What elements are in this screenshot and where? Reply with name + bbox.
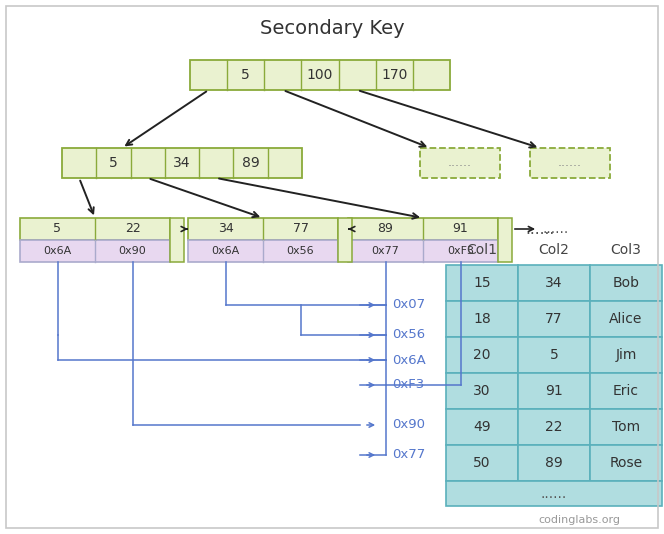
FancyBboxPatch shape [530, 148, 610, 178]
Text: 5: 5 [54, 223, 62, 235]
Text: 18: 18 [473, 312, 491, 326]
Text: Col3: Col3 [611, 243, 641, 257]
Text: 34: 34 [545, 276, 563, 290]
Text: 50: 50 [473, 456, 491, 470]
FancyBboxPatch shape [518, 337, 590, 373]
FancyBboxPatch shape [590, 445, 662, 481]
FancyBboxPatch shape [590, 337, 662, 373]
Text: 89: 89 [378, 223, 394, 235]
Text: 0xF3: 0xF3 [392, 379, 424, 391]
FancyBboxPatch shape [518, 445, 590, 481]
FancyBboxPatch shape [518, 301, 590, 337]
Text: Secondary Key: Secondary Key [260, 19, 404, 37]
FancyBboxPatch shape [338, 218, 352, 262]
Text: 0x56: 0x56 [392, 328, 425, 342]
Text: 91: 91 [545, 384, 563, 398]
FancyBboxPatch shape [446, 373, 518, 409]
FancyBboxPatch shape [62, 148, 302, 178]
FancyBboxPatch shape [446, 265, 518, 301]
Text: ......: ...... [448, 156, 472, 169]
Text: 0x77: 0x77 [372, 246, 400, 256]
Text: 0x6A: 0x6A [392, 354, 426, 366]
FancyBboxPatch shape [446, 409, 518, 445]
Text: Bob: Bob [612, 276, 639, 290]
FancyBboxPatch shape [170, 218, 184, 262]
Text: 5: 5 [109, 156, 118, 170]
Text: Alice: Alice [610, 312, 643, 326]
FancyBboxPatch shape [188, 218, 338, 240]
FancyBboxPatch shape [420, 148, 500, 178]
Text: 91: 91 [453, 223, 468, 235]
Text: Tom: Tom [612, 420, 640, 434]
FancyBboxPatch shape [590, 409, 662, 445]
Text: ......: ...... [543, 222, 569, 236]
Text: 22: 22 [125, 223, 140, 235]
Text: 30: 30 [473, 384, 491, 398]
Text: 89: 89 [545, 456, 563, 470]
Text: 0x77: 0x77 [392, 449, 425, 461]
FancyBboxPatch shape [348, 240, 498, 262]
Text: 77: 77 [293, 223, 309, 235]
FancyBboxPatch shape [446, 337, 518, 373]
Text: 100: 100 [307, 68, 333, 82]
FancyBboxPatch shape [590, 373, 662, 409]
Text: 0x6A: 0x6A [43, 246, 72, 256]
Text: 0xF3: 0xF3 [447, 246, 474, 256]
FancyBboxPatch shape [188, 240, 338, 262]
Text: 0x90: 0x90 [392, 419, 425, 431]
FancyBboxPatch shape [518, 265, 590, 301]
FancyBboxPatch shape [446, 301, 518, 337]
Text: 5: 5 [550, 348, 558, 362]
FancyBboxPatch shape [446, 481, 662, 506]
FancyBboxPatch shape [348, 218, 498, 240]
Text: 0x07: 0x07 [392, 299, 425, 311]
FancyBboxPatch shape [518, 409, 590, 445]
Text: ......: ...... [525, 222, 554, 237]
Text: 49: 49 [473, 420, 491, 434]
Text: 20: 20 [473, 348, 491, 362]
Text: 5: 5 [241, 68, 250, 82]
Text: 34: 34 [173, 156, 191, 170]
Text: ......: ...... [558, 156, 582, 169]
Text: Jim: Jim [616, 348, 637, 362]
Text: 77: 77 [545, 312, 563, 326]
Text: 22: 22 [545, 420, 563, 434]
Text: codinglabs.org: codinglabs.org [538, 515, 620, 525]
Text: 0x6A: 0x6A [211, 246, 240, 256]
FancyBboxPatch shape [20, 240, 170, 262]
FancyBboxPatch shape [518, 373, 590, 409]
Text: 0x56: 0x56 [287, 246, 314, 256]
Text: 170: 170 [381, 68, 408, 82]
Text: 34: 34 [218, 223, 233, 235]
FancyBboxPatch shape [446, 445, 518, 481]
Text: Col2: Col2 [539, 243, 570, 257]
FancyBboxPatch shape [190, 60, 450, 90]
Text: 89: 89 [242, 156, 260, 170]
Text: Eric: Eric [613, 384, 639, 398]
Text: Rose: Rose [610, 456, 643, 470]
Text: 0x90: 0x90 [119, 246, 146, 256]
FancyBboxPatch shape [20, 218, 170, 240]
FancyBboxPatch shape [590, 301, 662, 337]
FancyBboxPatch shape [590, 265, 662, 301]
Text: ......: ...... [541, 486, 567, 500]
Text: Col1: Col1 [467, 243, 497, 257]
Text: 15: 15 [473, 276, 491, 290]
FancyBboxPatch shape [498, 218, 512, 262]
